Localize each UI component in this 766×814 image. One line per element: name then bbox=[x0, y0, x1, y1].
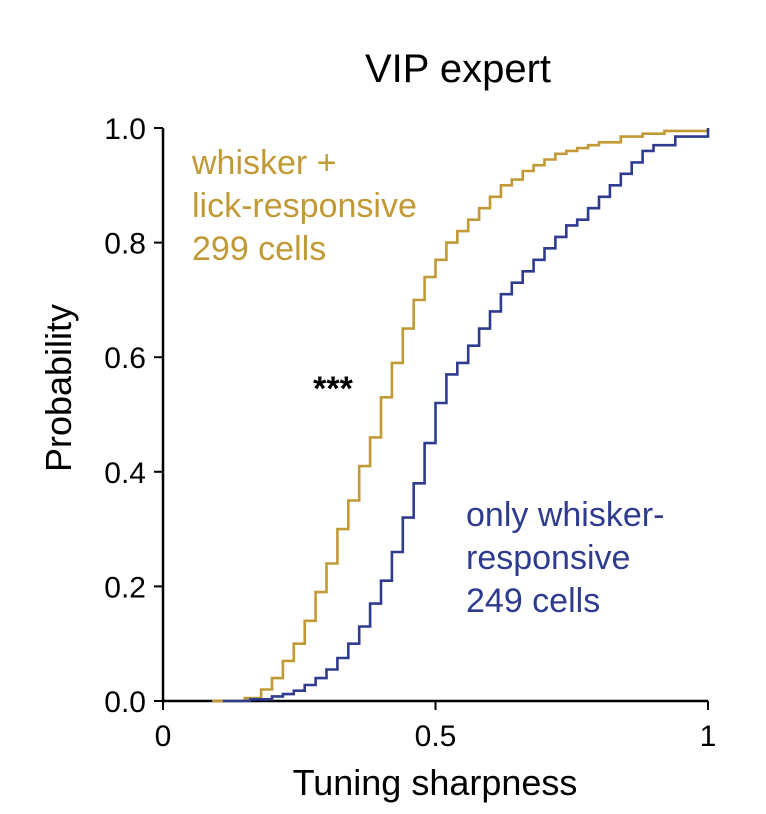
series-line-2 bbox=[222, 128, 710, 703]
y-tick-label-1: 0.2 bbox=[104, 571, 146, 604]
legend-series-2-line-3: 249 cells bbox=[466, 582, 600, 620]
legend-series-1-line-3: 299 cells bbox=[192, 230, 326, 268]
plot-area: 0 0.5 1 0.0 0.2 0.4 0.6 0.8 1.0 bbox=[104, 113, 716, 753]
legend-series-1-line-1: whisker + bbox=[191, 144, 337, 182]
chart-title: VIP expert bbox=[365, 47, 551, 91]
y-tick-label-0: 0.0 bbox=[104, 686, 146, 719]
y-axis-label: Probability bbox=[38, 304, 79, 472]
y-tick-label-5: 1.0 bbox=[104, 113, 146, 146]
legend-series-1-line-2: lick-responsive bbox=[192, 187, 417, 225]
x-tick-label-1: 0.5 bbox=[415, 720, 457, 753]
x-tick-label-0: 0 bbox=[155, 720, 172, 753]
y-tick-label-2: 0.4 bbox=[104, 457, 146, 490]
legend-label-series-2: only whisker- responsive 249 cells bbox=[466, 496, 664, 620]
x-axis-label: Tuning sharpness bbox=[293, 762, 578, 803]
series-lines bbox=[212, 128, 710, 703]
y-tick-label-4: 0.8 bbox=[104, 228, 146, 261]
legend-series-2-line-2: responsive bbox=[466, 539, 630, 577]
tick-marks bbox=[154, 127, 709, 710]
legend-label-series-1: whisker + lick-responsive 299 cells bbox=[191, 144, 417, 268]
legend-series-2-line-1: only whisker- bbox=[466, 496, 664, 534]
significance-marker: *** bbox=[313, 370, 353, 408]
x-tick-label-2: 1 bbox=[700, 720, 717, 753]
series-line-1 bbox=[212, 128, 710, 703]
y-tick-label-3: 0.6 bbox=[104, 342, 146, 375]
tick-labels: 0 0.5 1 0.0 0.2 0.4 0.6 0.8 1.0 bbox=[104, 113, 716, 753]
